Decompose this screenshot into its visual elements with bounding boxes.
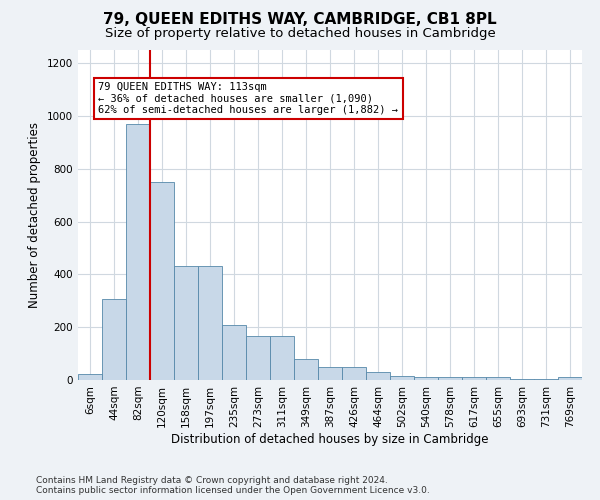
Bar [318, 367, 342, 380]
Bar [78, 374, 102, 380]
Bar [462, 378, 486, 380]
X-axis label: Distribution of detached houses by size in Cambridge: Distribution of detached houses by size … [171, 432, 489, 446]
Bar [486, 378, 510, 380]
Bar [246, 336, 270, 380]
Bar [342, 367, 366, 380]
Text: Size of property relative to detached houses in Cambridge: Size of property relative to detached ho… [104, 28, 496, 40]
Bar [510, 378, 534, 380]
Bar [414, 378, 438, 380]
Text: Contains HM Land Registry data © Crown copyright and database right 2024.
Contai: Contains HM Land Registry data © Crown c… [36, 476, 430, 495]
Bar [438, 378, 462, 380]
Y-axis label: Number of detached properties: Number of detached properties [28, 122, 41, 308]
Bar [150, 182, 174, 380]
Bar [102, 300, 126, 380]
Bar [270, 336, 294, 380]
Bar [222, 324, 246, 380]
Bar [558, 378, 582, 380]
Bar [294, 359, 318, 380]
Bar [126, 124, 150, 380]
Bar [198, 266, 222, 380]
Bar [174, 266, 198, 380]
Text: 79, QUEEN EDITHS WAY, CAMBRIDGE, CB1 8PL: 79, QUEEN EDITHS WAY, CAMBRIDGE, CB1 8PL [103, 12, 497, 28]
Bar [534, 378, 558, 380]
Text: 79 QUEEN EDITHS WAY: 113sqm
← 36% of detached houses are smaller (1,090)
62% of : 79 QUEEN EDITHS WAY: 113sqm ← 36% of det… [98, 82, 398, 115]
Bar [366, 372, 390, 380]
Bar [390, 376, 414, 380]
